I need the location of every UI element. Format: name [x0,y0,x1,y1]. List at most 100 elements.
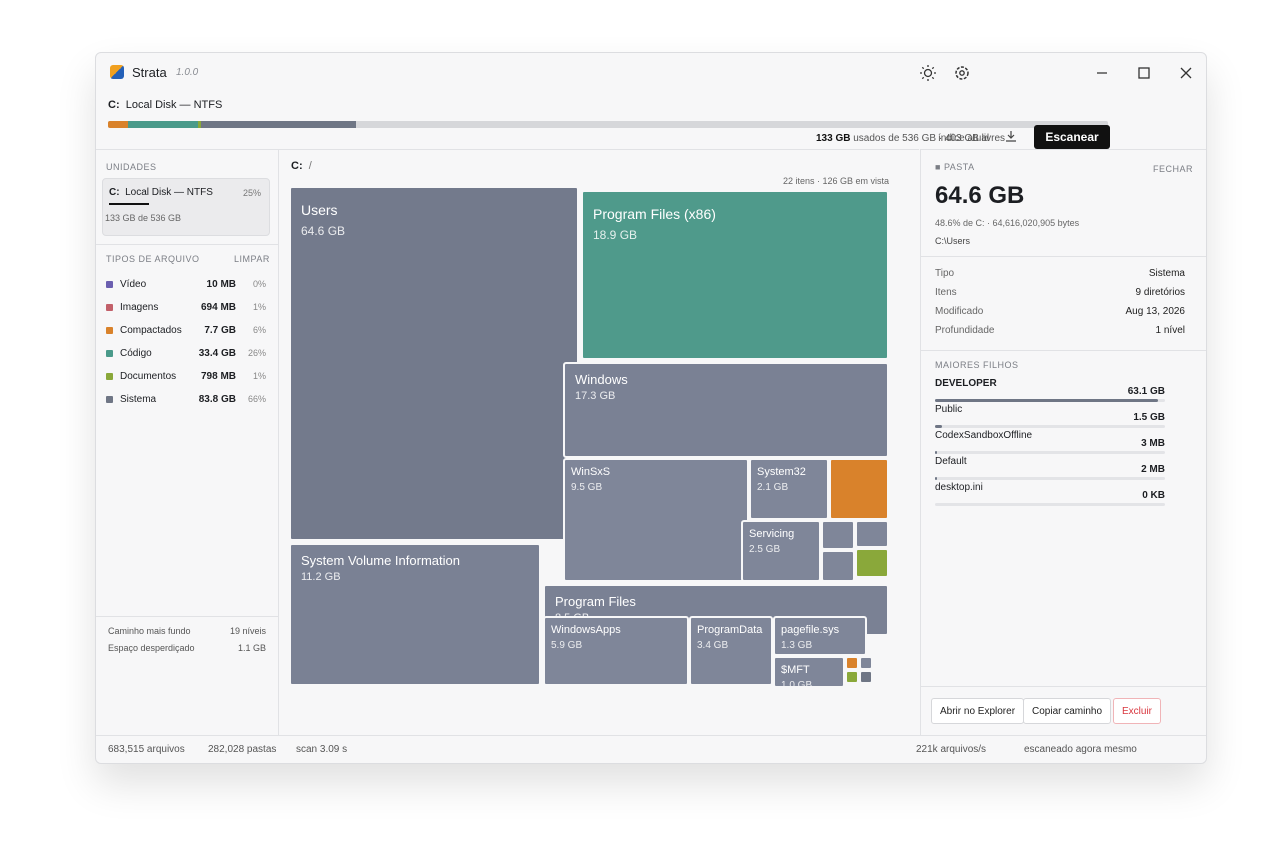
child-fill [935,425,942,428]
file-type-row[interactable]: Compactados 7.7 GB 6% [106,324,266,342]
maximize[interactable] [1134,63,1154,83]
file-type-size: 83.8 GB [198,394,236,405]
minimize[interactable] [1092,63,1112,83]
app-version: 1.0.0 [176,67,199,78]
treemap-tile[interactable]: System32 2.1 GB [749,458,829,520]
file-type-name: Vídeo [120,279,147,290]
tile-name: WinSxS [571,466,611,478]
treemap-tile[interactable]: WinSxS 9.5 GB [563,458,749,582]
settings[interactable] [952,63,972,83]
treemap-tile-small[interactable] [859,656,873,670]
tile-name: Users [301,202,338,218]
children-heading: MAIORES FILHOS [935,360,1019,370]
details-heading: ■ PASTA [935,162,975,172]
action-button[interactable]: Excluir [1113,698,1162,724]
file-type-percent: 6% [252,325,266,335]
treemap-tile-small[interactable] [855,520,889,548]
tile-size: 2.5 GB [749,544,781,555]
details-size: 64.6 GB [935,182,1025,209]
file-types-heading: TIPOS DE ARQUIVO [106,254,200,264]
scan-button[interactable]: Escanear [1034,125,1110,149]
file-type-row[interactable]: Sistema 83.8 GB 66% [106,393,266,411]
usage-bar [108,121,1108,128]
layout: C: / [291,160,312,172]
treemap-tile[interactable]: WindowsApps 5.9 GB [543,616,689,686]
treemap-tile-small[interactable] [845,670,859,684]
details-path: C:\Users [935,236,971,246]
file-type-name: Código [120,348,152,359]
details-close[interactable]: FECHAR [1152,164,1193,174]
app-name: Strata [132,65,167,80]
details-heading-text: PASTA [943,162,975,172]
action-button[interactable]: Copiar caminho [1023,698,1112,724]
treemap-tile[interactable]: System Volume Information 11.2 GB [289,543,541,686]
layout [921,256,1206,257]
child-row[interactable]: DEVELOPER 63.1 GB [935,378,1165,404]
file-type-row[interactable]: Código 33.4 GB 26% [106,347,266,365]
usage-segment [128,121,198,128]
tile-name: WindowsApps [551,624,621,636]
child-row[interactable]: desktop.ini 0 KB [935,482,1165,508]
tile-name: Servicing [749,528,795,540]
clear-filter[interactable]: LIMPAR [234,254,270,264]
child-fill [935,399,1159,402]
theme-toggle[interactable] [918,63,938,83]
file-type-name: Documentos [120,371,177,382]
treemap-tile[interactable]: Users 64.6 GB [289,186,579,541]
property-value: 9 diretórios [1135,287,1185,298]
export-icon[interactable] [1004,129,1018,143]
close[interactable] [1176,63,1196,83]
property-key: Tipo [935,268,955,279]
drive-card[interactable]: C: Local Disk — NTFS 25% 133 GB de 536 G… [102,178,270,236]
layout: C: Local Disk — NTFS [109,187,213,198]
breadcrumb-root[interactable]: C: [291,160,303,172]
status-rate: 221k arquivos/s [916,744,987,755]
used: 133 GB [816,133,851,144]
child-size: 2 MB [1141,464,1165,475]
child-size: 3 MB [1141,438,1165,449]
treemap-tile-small[interactable] [821,550,855,582]
footer-value: 19 níveis [229,626,266,636]
treemap-tile[interactable]: ProgramData 3.4 GB [689,616,773,686]
file-type-percent: 1% [252,302,266,312]
layout [96,616,278,617]
treemap-tile-small[interactable] [821,520,855,550]
treemap-tile-small[interactable] [845,656,859,670]
file-type-row[interactable]: Imagens 694 MB 1% [106,301,266,319]
breadcrumb-sep: / [308,160,312,172]
treemap-tile-small[interactable] [855,548,889,578]
property-value: 1 nível [1155,325,1185,336]
file-type-row[interactable]: Documentos 798 MB 1% [106,370,266,388]
child-row[interactable]: Public 1.5 GB [935,404,1165,430]
child-size: 0 KB [1142,490,1165,501]
property-value: Aug 13, 2026 [1125,306,1186,317]
property-value: Sistema [1148,268,1185,279]
file-type-swatch [106,304,113,311]
child-name: Default [935,456,967,467]
drive-label: Local Disk — NTFS [125,99,223,111]
treemap-tile[interactable]: Program Files (x86) 18.9 GB [581,190,889,360]
child-row[interactable]: CodexSandboxOffline 3 MB [935,430,1165,456]
drive-letter: C: [108,99,120,111]
file-type-row[interactable]: Vídeo 10 MB 0% [106,278,266,296]
treemap-tile-small[interactable] [829,458,889,520]
action-button[interactable]: Abrir no Explorer [931,698,1025,724]
child-row[interactable]: Default 2 MB [935,456,1165,482]
file-type-size: 7.7 GB [204,325,236,336]
status-scanned: escaneado agora mesmo [1024,744,1137,755]
file-type-swatch [106,281,113,288]
tile-name: System32 [757,466,806,478]
treemap-tile[interactable]: Windows 17.3 GB [563,362,889,458]
drive-row: C: Local Disk — NTFS [108,99,222,111]
usage-segment [198,121,201,128]
file-type-size: 694 MB [200,302,236,313]
layout [921,686,1206,687]
treemap-tile[interactable]: $MFT 1.0 GB [773,656,845,688]
property-key: Itens [935,287,957,298]
treemap-tile[interactable]: pagefile.sys 1.3 GB [773,616,867,656]
child-name: CodexSandboxOffline [935,430,1033,441]
tile-name: Windows [575,372,628,387]
treemap-tile-small[interactable] [859,670,873,684]
treemap-tile[interactable]: Servicing 2.5 GB [741,520,821,582]
